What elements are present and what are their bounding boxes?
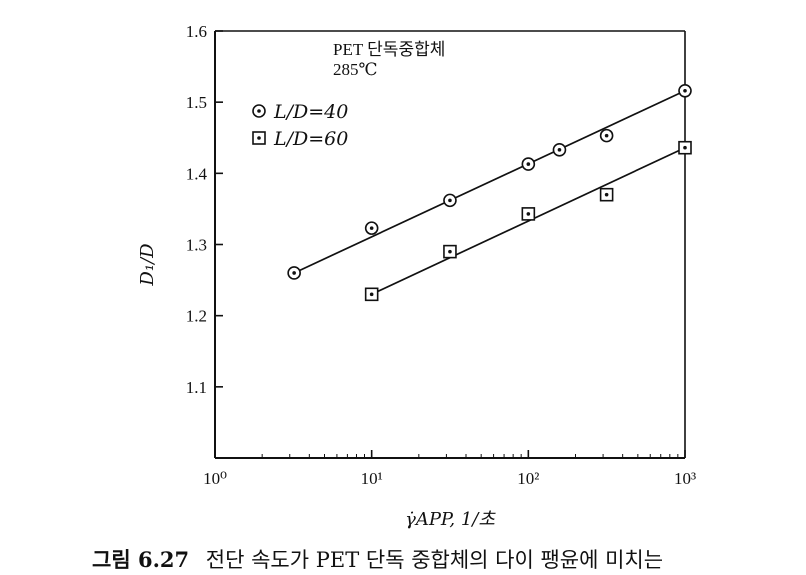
data-point [287,266,301,280]
data-point [521,207,536,221]
marker-center-dot [369,226,374,230]
y-tick-label: 1.4 [186,164,208,183]
y-tick-label: 1.1 [186,378,207,397]
data-points [287,83,692,302]
annotation-line: PET 단독중합체 [333,40,445,59]
marker-center-dot [292,271,296,275]
marker-center-dot [604,192,609,197]
axis-titles: γ̇APP, 1/초 D₁/D [137,243,496,530]
data-point [678,83,692,98]
y-tick-label: 1.6 [186,22,207,41]
data-point [552,143,567,157]
marker-center-dot [526,212,531,216]
marker-center-dot [557,148,562,152]
tick-labels: 1.1 1.2 1.3 1.4 1.5 1.6 10⁰ 10¹ 10² 10³ [186,22,696,488]
fit-lines [293,90,686,296]
figure-number: 그림 6.27 [92,547,190,572]
y-tick-label: 1.3 [186,236,207,255]
marker-center-dot [448,198,452,203]
figure-caption: 그림 6.27 전단 속도가 PET 단독 중합체의 다이 팽윤에 미치는 [92,544,663,574]
legend-label: L/D=40 [273,101,348,123]
figure-caption-text: 전단 속도가 PET 단독 중합체의 다이 팽윤에 미치는 [205,548,664,572]
data-point [521,157,536,171]
marker-center-dot [257,136,261,140]
y-tick-label: 1.2 [186,307,207,326]
data-point [443,193,457,208]
data-point [599,128,614,143]
legend-marker [252,131,266,145]
data-point [364,287,379,302]
data-point [599,187,614,202]
x-axis-title: γ̇APP, 1/초 [405,509,496,530]
marker-center-dot [369,292,374,297]
data-point [364,221,379,235]
x-tick-label: 10³ [674,469,696,488]
axes [214,30,686,459]
data-point [443,244,457,259]
marker-center-dot [257,109,261,113]
annotation-line: 285℃ [333,60,378,79]
marker-center-dot [683,88,687,93]
fit-line [293,90,686,274]
x-tick-label: 10² [517,469,539,488]
marker-center-dot [604,133,609,138]
marker-center-dot [526,162,531,166]
tick-marks [214,30,686,458]
legend: L/D=40 L/D=60 [252,101,348,150]
fit-line [371,146,686,296]
y-axis-title: D₁/D [137,243,158,287]
legend-label: L/D=60 [273,128,348,150]
marker-center-dot [683,145,687,150]
data-point [678,140,692,155]
marker-center-dot [448,249,452,254]
x-tick-label: 10⁰ [203,469,227,488]
x-tick-label: 10¹ [361,469,383,488]
legend-marker [252,104,266,118]
y-tick-label: 1.5 [186,93,207,112]
